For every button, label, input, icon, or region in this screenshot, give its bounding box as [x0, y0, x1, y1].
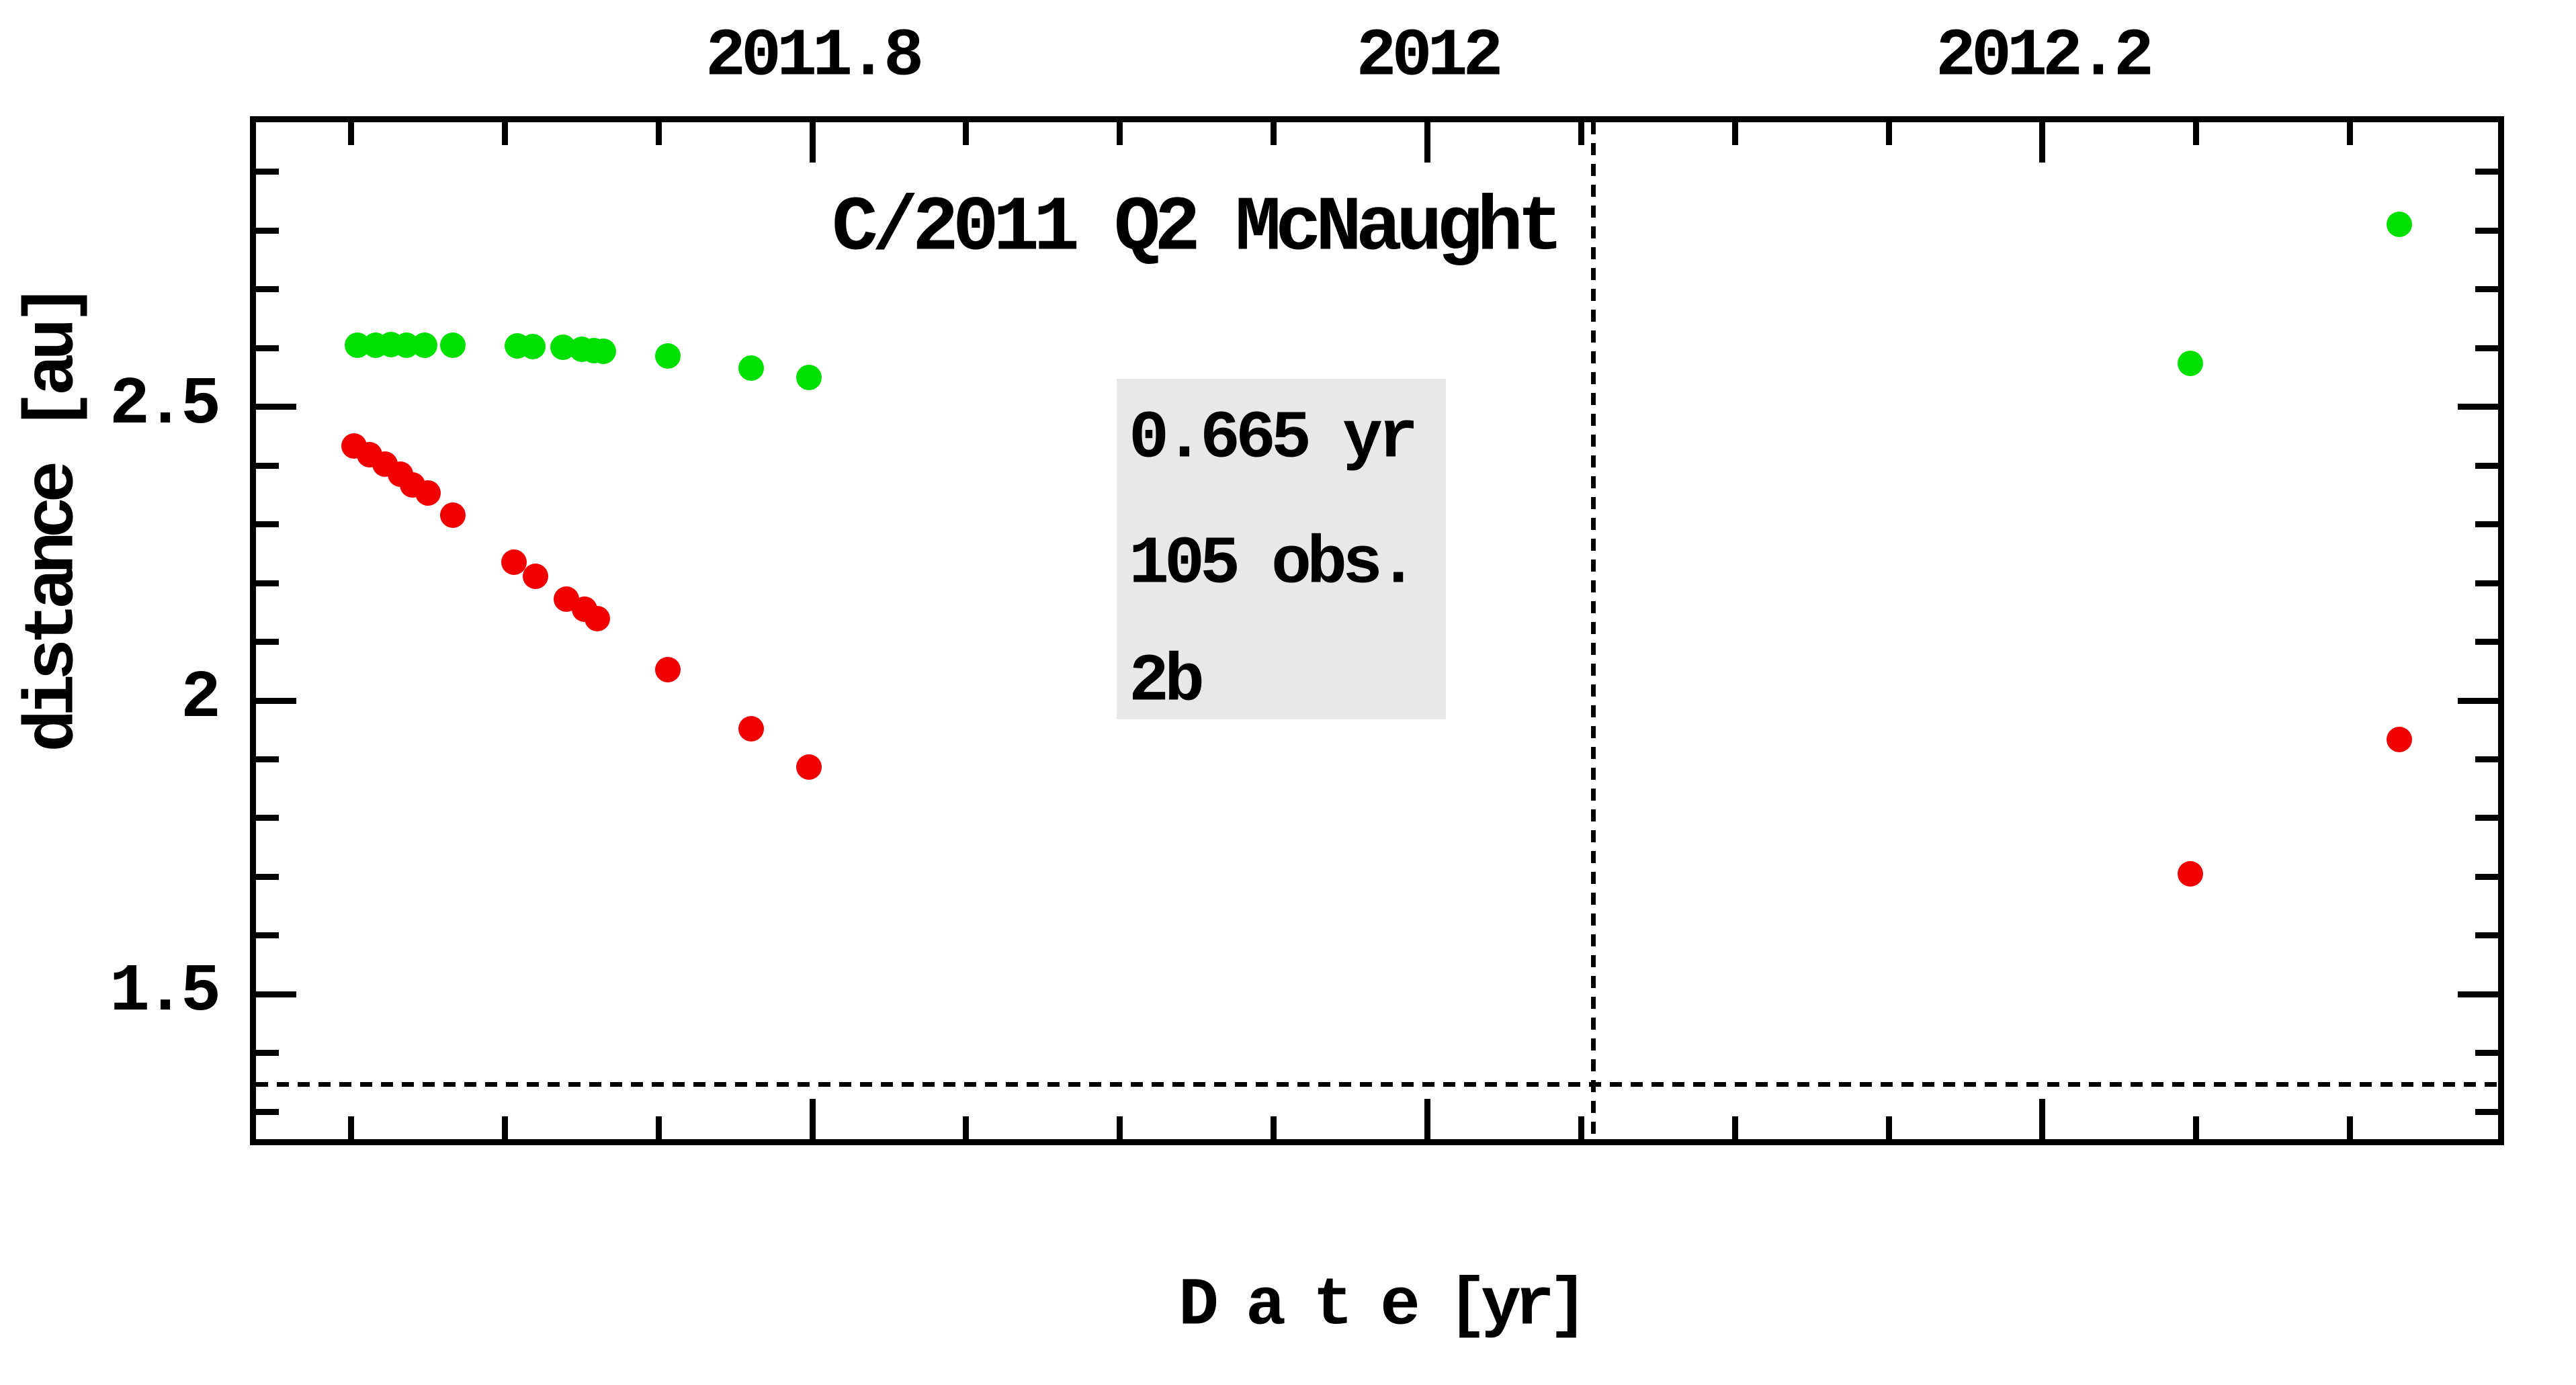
observations-label: 105 obs. — [1129, 527, 1418, 603]
x-tick — [1271, 1116, 1277, 1139]
y-tick — [255, 639, 279, 645]
x-tick — [2347, 122, 2354, 145]
y-tick — [255, 815, 279, 821]
data-point-red-series — [2386, 726, 2412, 752]
data-point-red-series — [738, 716, 764, 742]
data-point-red-series — [439, 502, 466, 529]
y-tick — [255, 462, 279, 469]
x-tick — [1117, 122, 1123, 145]
y-tick-label: 1.5 — [109, 954, 221, 1031]
y-tick — [2457, 697, 2498, 704]
y-tick — [2475, 580, 2498, 586]
y-tick — [2475, 1108, 2498, 1115]
y-tick — [2475, 756, 2498, 762]
x-tick — [1117, 1116, 1123, 1139]
y-tick — [2475, 345, 2498, 351]
y-tick — [255, 345, 279, 351]
y-tick — [255, 756, 279, 762]
y-tick — [2475, 873, 2498, 880]
arc-length-label: 0.665 yr — [1129, 401, 1418, 478]
data-point-green-series — [439, 332, 466, 358]
y-tick — [2475, 932, 2498, 939]
data-point-green-series — [590, 338, 616, 364]
y-tick — [2475, 286, 2498, 293]
y-tick — [255, 1050, 279, 1057]
y-tick — [255, 697, 296, 704]
x-tick — [1271, 122, 1277, 145]
x-tick — [501, 1116, 508, 1139]
y-tick — [2475, 227, 2498, 234]
orbit-info-box: 0.665 yr 105 obs. 2b — [1117, 379, 1446, 721]
data-point-red-series — [654, 656, 681, 682]
data-point-green-series — [2386, 212, 2412, 238]
x-tick — [2347, 1116, 2354, 1139]
y-tick — [2457, 991, 2498, 997]
y-tick — [255, 286, 279, 293]
y-tick — [2475, 521, 2498, 528]
y-tick — [2475, 1050, 2498, 1057]
y-tick — [255, 1108, 279, 1115]
y-tick-label: 2.5 — [109, 367, 221, 443]
x-tick — [2039, 1098, 2046, 1139]
y-tick — [2475, 462, 2498, 469]
data-point-red-series — [584, 606, 610, 632]
y-tick — [255, 932, 279, 939]
x-tick — [347, 122, 354, 145]
y-tick — [255, 991, 296, 997]
data-point-red-series — [501, 549, 527, 576]
y-tick — [2457, 404, 2498, 410]
y-tick — [255, 873, 279, 880]
x-tick — [1885, 1116, 1892, 1139]
data-point-green-series — [519, 334, 546, 360]
data-point-red-series — [523, 563, 549, 589]
x-tick — [655, 122, 662, 145]
y-tick — [255, 169, 279, 175]
x-tick — [1424, 1098, 1431, 1139]
orbit-quality-label: 2b — [1129, 644, 1205, 721]
y-tick — [2475, 169, 2498, 175]
x-tick — [963, 1116, 970, 1139]
x-tick-label: 2012.2 — [1935, 19, 2154, 95]
data-point-green-series — [796, 364, 822, 390]
data-point-green-series — [654, 343, 681, 369]
y-tick — [2475, 815, 2498, 821]
x-tick — [2193, 122, 2200, 145]
data-point-green-series — [2177, 350, 2203, 376]
y-tick — [2475, 639, 2498, 645]
data-point-red-series — [415, 480, 441, 506]
x-tick-label: 2011.8 — [705, 19, 924, 95]
y-tick — [255, 521, 279, 528]
x-tick — [1578, 122, 1584, 145]
y-tick — [255, 404, 296, 410]
perihelion-date-line — [1591, 122, 1596, 1139]
y-tick-label: 2 — [180, 661, 221, 738]
x-tick-label: 2012 — [1356, 19, 1503, 95]
x-tick — [1731, 1116, 1738, 1139]
x-tick — [347, 1116, 354, 1139]
plot-title: C/2011 Q2 McNaught — [831, 184, 1563, 273]
data-point-green-series — [738, 355, 764, 381]
plot-frame — [249, 116, 2504, 1145]
x-tick — [2039, 122, 2046, 163]
y-tick — [255, 227, 279, 234]
x-axis-title: D a t e [yr] — [1178, 1268, 1588, 1345]
x-tick — [1731, 122, 1738, 145]
data-point-red-series — [2177, 861, 2203, 887]
x-tick — [1424, 122, 1431, 163]
x-tick — [963, 122, 970, 145]
x-tick — [501, 122, 508, 145]
x-tick — [2193, 1116, 2200, 1139]
x-tick — [1885, 122, 1892, 145]
data-point-green-series — [412, 332, 438, 358]
data-point-red-series — [796, 754, 822, 780]
x-tick — [809, 122, 816, 163]
x-tick — [809, 1098, 816, 1139]
y-tick — [255, 580, 279, 586]
x-tick — [655, 1116, 662, 1139]
x-tick — [1578, 1116, 1584, 1139]
perihelion-distance-line — [255, 1081, 2498, 1087]
